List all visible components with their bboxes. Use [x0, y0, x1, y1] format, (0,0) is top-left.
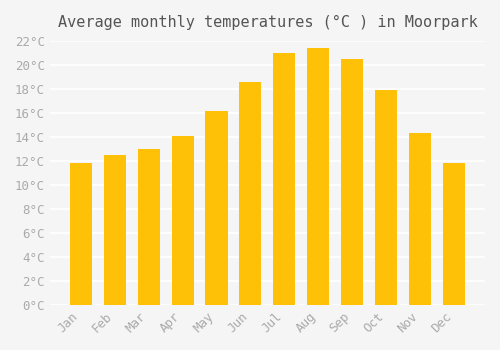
Bar [172, 136, 194, 305]
Bar [206, 111, 228, 305]
Bar [240, 82, 262, 305]
Bar [70, 163, 92, 305]
Bar [308, 48, 330, 305]
Bar [443, 163, 465, 305]
Bar [342, 59, 363, 305]
Title: Average monthly temperatures (°C ) in Moorpark: Average monthly temperatures (°C ) in Mo… [58, 15, 478, 30]
Bar [375, 90, 398, 305]
Bar [409, 133, 432, 305]
Bar [104, 155, 126, 305]
Bar [138, 149, 160, 305]
Bar [274, 53, 295, 305]
